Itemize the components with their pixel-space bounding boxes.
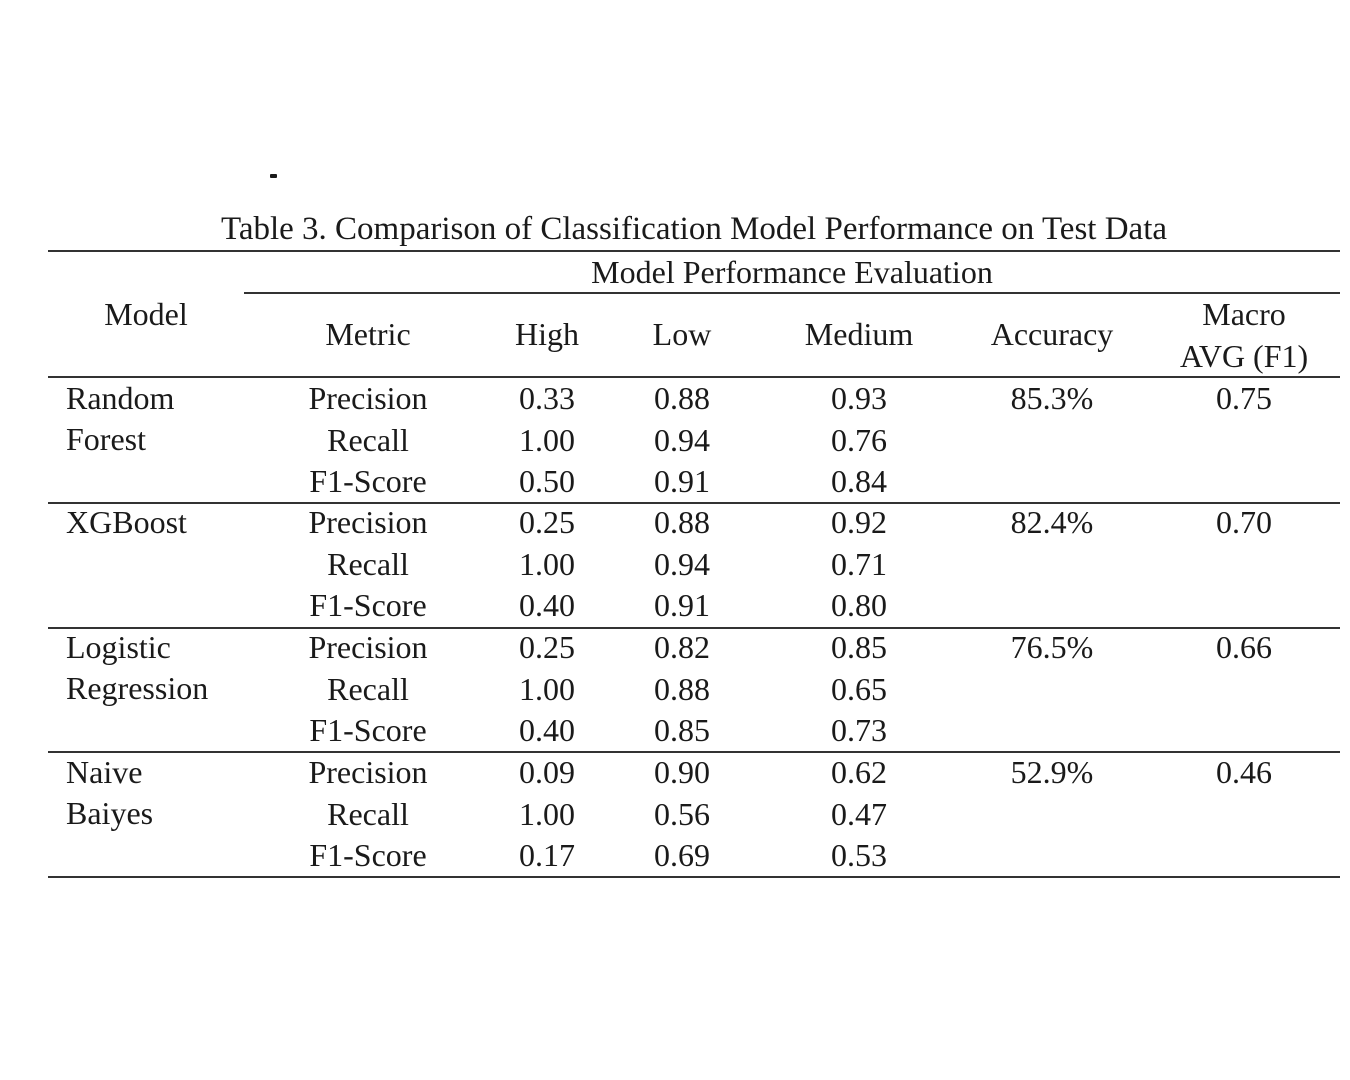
cell-metric: F1-Score bbox=[309, 837, 427, 873]
model-name-line2: Forest bbox=[66, 421, 146, 457]
cell-accuracy: 85.3% bbox=[1010, 380, 1094, 416]
cell-high: 0.40 bbox=[519, 587, 575, 623]
cell-low: 0.82 bbox=[654, 629, 710, 665]
header-medium: Medium bbox=[804, 316, 914, 352]
header-model: Model bbox=[104, 296, 188, 332]
cell-high: 0.50 bbox=[519, 463, 575, 499]
cell-high: 0.09 bbox=[519, 754, 575, 790]
cell-medium: 0.84 bbox=[831, 463, 887, 499]
cell-metric: Recall bbox=[327, 670, 409, 707]
cell-low: 0.91 bbox=[654, 463, 710, 499]
cell-medium: 0.93 bbox=[831, 380, 887, 416]
cell-macro-avg: 0.66 bbox=[1216, 629, 1272, 665]
stray-mark bbox=[270, 174, 277, 178]
cell-low: 0.69 bbox=[654, 837, 710, 873]
model-name-line1: Random bbox=[66, 380, 175, 416]
cell-macro-avg: 0.70 bbox=[1216, 504, 1272, 540]
cell-high: 0.25 bbox=[519, 629, 575, 665]
table-bottom-rule bbox=[48, 876, 1340, 878]
group-separator-rule bbox=[48, 502, 1340, 504]
cell-low: 0.88 bbox=[654, 670, 710, 707]
cell-medium: 0.76 bbox=[831, 421, 887, 458]
cell-high: 0.33 bbox=[519, 380, 575, 416]
cell-medium: 0.73 bbox=[831, 712, 887, 748]
cell-metric: Recall bbox=[327, 421, 409, 458]
cell-low: 0.90 bbox=[654, 754, 710, 790]
header-high: High bbox=[515, 316, 579, 352]
cell-medium: 0.53 bbox=[831, 837, 887, 873]
header-metric: Metric bbox=[325, 316, 411, 352]
cell-medium: 0.92 bbox=[831, 504, 887, 540]
cell-metric: Recall bbox=[327, 795, 409, 832]
group-header-rule bbox=[244, 292, 1340, 294]
header-macro-line1: Macro bbox=[1202, 296, 1286, 332]
cell-metric: Precision bbox=[308, 504, 428, 540]
model-name-line2: Baiyes bbox=[66, 795, 154, 831]
cell-macro-avg: 0.75 bbox=[1216, 380, 1272, 416]
model-name-line2: Regression bbox=[66, 670, 209, 706]
cell-metric: Precision bbox=[308, 629, 428, 665]
table-caption: Table 3. Comparison of Classification Mo… bbox=[220, 211, 1168, 247]
cell-low: 0.56 bbox=[654, 795, 710, 832]
cell-metric: Precision bbox=[308, 754, 428, 790]
cell-low: 0.94 bbox=[654, 545, 710, 582]
cell-medium: 0.62 bbox=[831, 754, 887, 790]
cell-accuracy: 82.4% bbox=[1010, 504, 1094, 540]
cell-high: 1.00 bbox=[519, 795, 575, 832]
cell-metric: F1-Score bbox=[309, 463, 427, 499]
cell-accuracy: 52.9% bbox=[1010, 754, 1094, 790]
cell-low: 0.94 bbox=[654, 421, 710, 458]
cell-medium: 0.47 bbox=[831, 795, 887, 832]
cell-macro-avg: 0.46 bbox=[1216, 754, 1272, 790]
cell-high: 0.25 bbox=[519, 504, 575, 540]
cell-low: 0.85 bbox=[654, 712, 710, 748]
model-name-line1: Logistic bbox=[66, 629, 171, 665]
cell-medium: 0.71 bbox=[831, 545, 887, 582]
cell-metric: Precision bbox=[308, 380, 428, 416]
cell-medium: 0.80 bbox=[831, 587, 887, 623]
model-name-line1: Naive bbox=[66, 754, 143, 790]
group-separator-rule bbox=[48, 751, 1340, 753]
cell-high: 1.00 bbox=[519, 670, 575, 707]
header-low: Low bbox=[652, 316, 712, 352]
header-macro-line2: AVG (F1) bbox=[1179, 338, 1309, 374]
cell-low: 0.91 bbox=[654, 587, 710, 623]
cell-low: 0.88 bbox=[654, 504, 710, 540]
table-top-rule bbox=[48, 250, 1340, 252]
header-accuracy: Accuracy bbox=[990, 316, 1114, 352]
group-separator-rule bbox=[48, 627, 1340, 629]
cell-high: 1.00 bbox=[519, 421, 575, 458]
cell-metric: F1-Score bbox=[309, 712, 427, 748]
model-name-line1: XGBoost bbox=[66, 504, 187, 540]
cell-medium: 0.65 bbox=[831, 670, 887, 707]
header-group: Model Performance Evaluation bbox=[591, 254, 993, 290]
cell-metric: Recall bbox=[327, 545, 409, 582]
cell-metric: F1-Score bbox=[309, 587, 427, 623]
cell-high: 0.40 bbox=[519, 712, 575, 748]
cell-high: 1.00 bbox=[519, 545, 575, 582]
cell-low: 0.88 bbox=[654, 380, 710, 416]
header-bottom-rule bbox=[48, 376, 1340, 378]
cell-high: 0.17 bbox=[519, 837, 575, 873]
cell-medium: 0.85 bbox=[831, 629, 887, 665]
cell-accuracy: 76.5% bbox=[1010, 629, 1094, 665]
